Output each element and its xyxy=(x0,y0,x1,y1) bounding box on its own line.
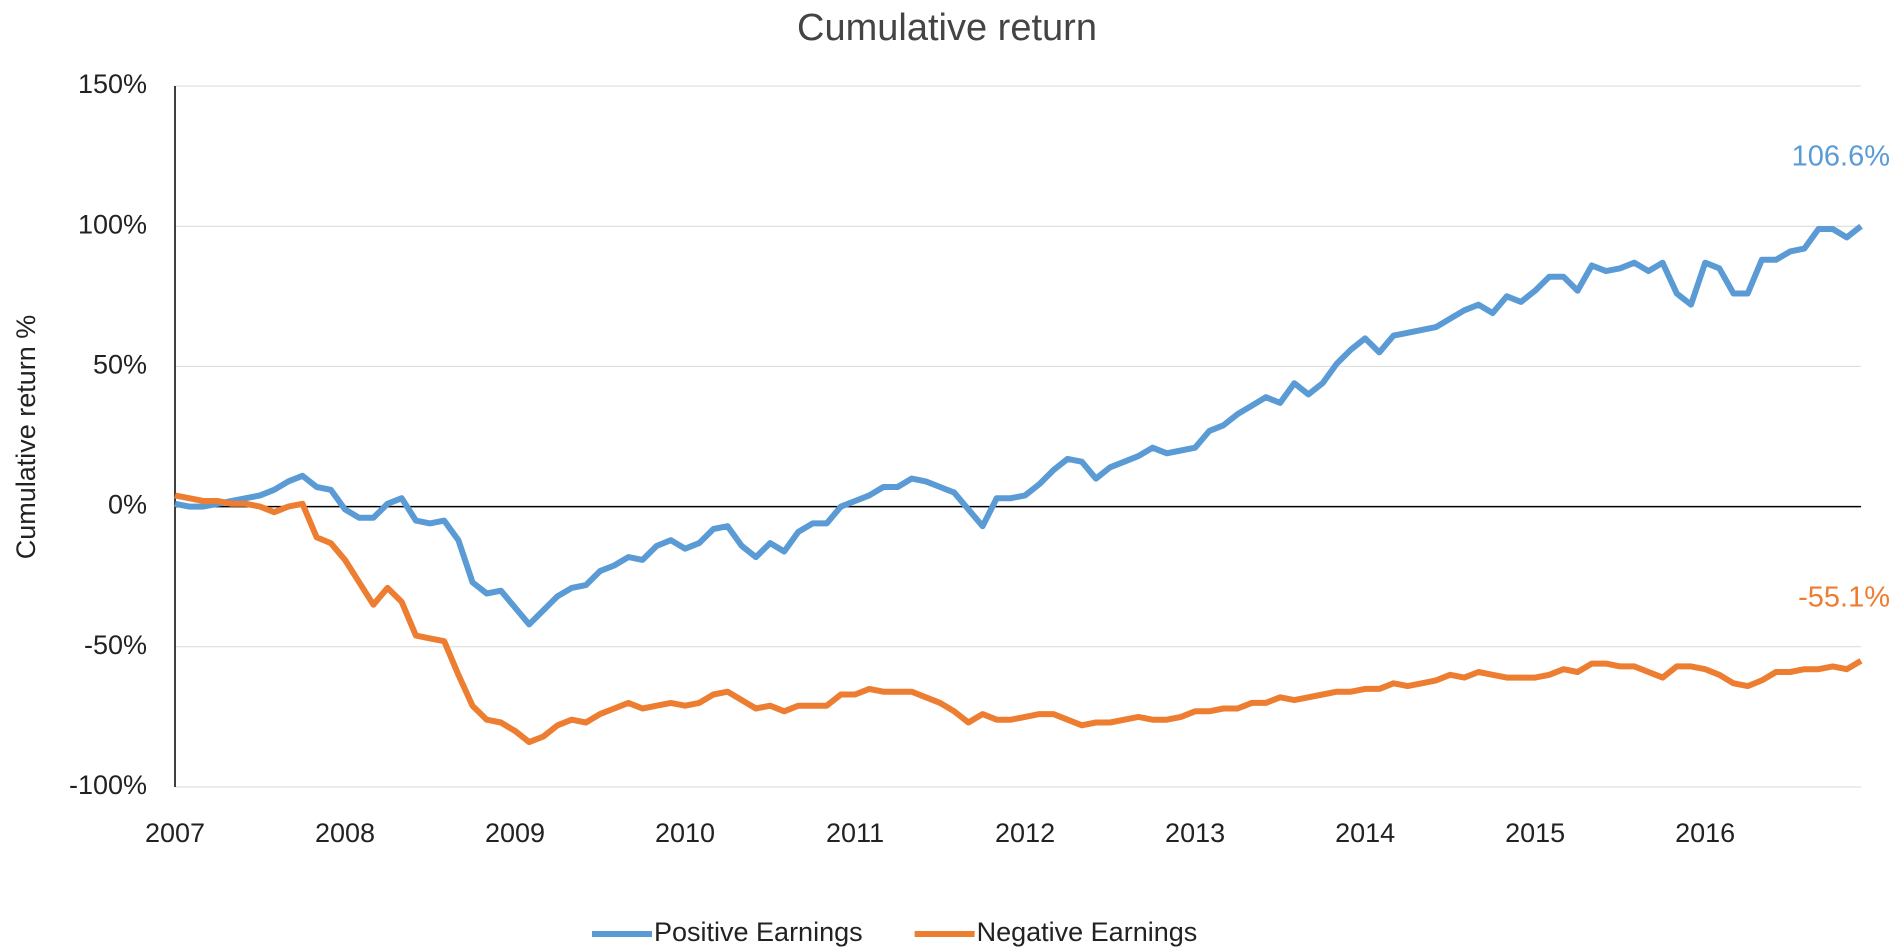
chart-title: Cumulative return xyxy=(797,7,1097,49)
x-tick-label: 2007 xyxy=(145,818,205,848)
series-line xyxy=(174,223,1863,628)
annotation: -55.1% xyxy=(1798,582,1890,614)
y-tick-label: -50% xyxy=(84,630,147,660)
y-tick-label: -100% xyxy=(69,770,147,800)
y-tick-label: 50% xyxy=(93,350,147,380)
x-tick-label: 2012 xyxy=(995,818,1055,848)
y-tick-label: 150% xyxy=(78,69,147,99)
x-tick-label: 2011 xyxy=(826,818,884,848)
x-tick-label: 2015 xyxy=(1505,818,1565,848)
legend-label: Positive Earnings xyxy=(654,917,863,947)
x-tick-label: 2008 xyxy=(315,818,375,848)
legend-label: Negative Earnings xyxy=(977,917,1198,947)
annotation: 106.6% xyxy=(1792,141,1890,173)
x-tick-label: 2016 xyxy=(1675,818,1735,848)
y-tick-label: 100% xyxy=(78,209,147,239)
y-tick-label: 0% xyxy=(108,490,147,520)
x-tick-label: 2013 xyxy=(1165,818,1225,848)
y-axis-label: Cumulative return % xyxy=(11,315,41,560)
x-tick-label: 2010 xyxy=(655,818,715,848)
series-line xyxy=(174,492,1863,746)
x-tick-label: 2009 xyxy=(485,818,545,848)
x-tick-label: 2014 xyxy=(1335,818,1395,848)
